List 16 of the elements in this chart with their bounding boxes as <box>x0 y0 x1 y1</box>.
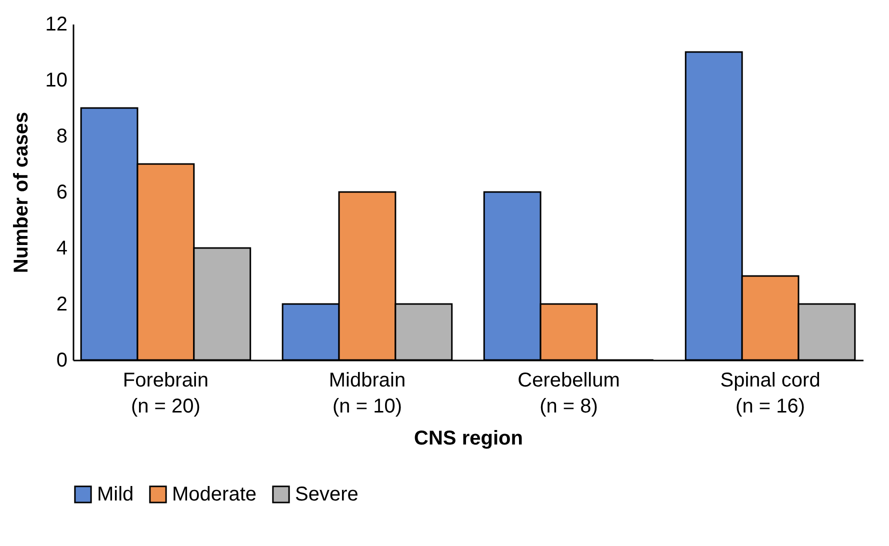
y-tick-label: 10 <box>45 70 68 92</box>
y-tick-label: 0 <box>56 350 68 372</box>
y-tick-label: 12 <box>45 14 68 36</box>
y-tick-label: 4 <box>56 238 68 260</box>
x-tick-label: Forebrain (n = 20) <box>122 370 209 418</box>
legend-label: Mild <box>97 483 134 506</box>
x-tick-label: Spinal cord (n = 16) <box>720 370 820 418</box>
y-tick-label: 2 <box>56 294 68 316</box>
y-tick-label: 8 <box>56 126 68 148</box>
legend-label: Moderate <box>172 483 256 506</box>
y-tick-label: 6 <box>56 182 68 204</box>
x-axis-title: CNS region <box>414 428 523 450</box>
y-axis-title: Number of cases <box>10 112 32 274</box>
x-tick-label: Midbrain (n = 10) <box>328 370 406 418</box>
x-tick-label: Cerebellum (n = 8) <box>518 370 620 418</box>
legend-label: Severe <box>295 483 358 506</box>
